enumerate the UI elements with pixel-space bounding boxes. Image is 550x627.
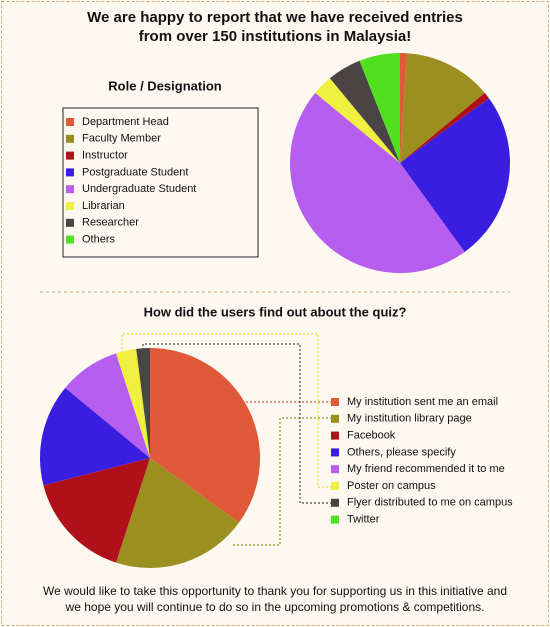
- pie-slice: [39, 387, 150, 486]
- legend-label: Flyer distributed to me on campus: [347, 497, 513, 509]
- legend-swatch: [331, 431, 339, 440]
- legend-box: [62, 107, 259, 258]
- legend-label: My institution sent me an email: [347, 396, 498, 408]
- legend-label: Researcher: [82, 217, 139, 229]
- legend-label: My friend recommended it to me: [347, 463, 505, 475]
- leader-line: [142, 343, 332, 504]
- leader-line: [121, 333, 332, 488]
- legend-label: Others: [82, 234, 116, 246]
- legend-swatch: [331, 515, 339, 524]
- pie-slice: [400, 53, 407, 163]
- legend-swatch: [331, 482, 339, 490]
- pie-slice: [400, 53, 485, 164]
- pie-slice: [65, 353, 150, 458]
- legend-label: Instructor: [82, 150, 128, 162]
- legend-swatch: [66, 168, 74, 177]
- pie-slice: [359, 53, 400, 163]
- chart-title: Role / Designation: [108, 78, 221, 93]
- footer-line: We would like to take this opportunity t…: [43, 584, 507, 598]
- pie-slice: [400, 92, 489, 163]
- legend-swatch: [331, 398, 339, 406]
- legend-swatch: [331, 498, 339, 507]
- legend-swatch: [66, 134, 74, 143]
- legend-swatch: [331, 414, 339, 423]
- legend-label: Undergraduate Student: [82, 183, 196, 195]
- legend-label: Facebook: [347, 430, 396, 442]
- legend-swatch: [66, 202, 74, 210]
- pie-slice: [329, 60, 400, 163]
- pie-slice: [315, 78, 400, 163]
- legend-label: Librarian: [82, 200, 125, 212]
- legend-label: Postgraduate Student: [82, 166, 188, 178]
- pie-slice: [43, 458, 150, 563]
- pie-slice: [150, 348, 260, 523]
- legend-label: Department Head: [82, 116, 169, 128]
- legend-label: Twitter: [347, 514, 380, 526]
- legend-swatch: [66, 151, 74, 160]
- leader-lines: [121, 333, 332, 546]
- title-line: We are happy to report that we have rece…: [87, 9, 463, 26]
- legend-swatch: [331, 448, 339, 457]
- legend-label: Poster on campus: [347, 480, 436, 492]
- pie-slice: [116, 458, 239, 568]
- legend-label: Others, please specify: [347, 446, 456, 458]
- legend-swatch: [66, 118, 74, 126]
- legend-label: My institution library page: [347, 413, 472, 425]
- footer-line: we hope you will continue to do so in th…: [65, 600, 485, 614]
- leader-line: [232, 417, 332, 546]
- legend-swatch: [66, 218, 74, 227]
- pie-slice: [136, 347, 150, 458]
- legend-swatch: [66, 185, 74, 194]
- pie-slice: [400, 98, 510, 252]
- legend-swatch: [66, 235, 74, 244]
- title-line: from over 150 institutions in Malaysia!: [139, 28, 412, 45]
- legend-swatch: [331, 465, 339, 474]
- chart-title: How did the users find out about the qui…: [144, 304, 407, 319]
- pie-slice: [290, 92, 465, 273]
- pie-slice: [116, 348, 150, 458]
- legend-label: Faculty Member: [82, 133, 161, 145]
